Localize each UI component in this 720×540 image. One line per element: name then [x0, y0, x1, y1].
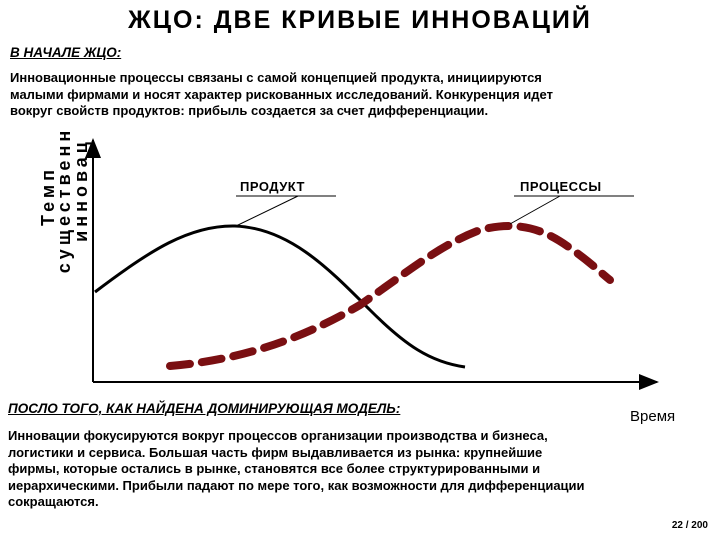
slide-title: ЖЦО: ДВЕ КРИВЫЕ ИННОВАЦИЙ [128, 6, 592, 34]
paragraph: Инновационные процессы связаны с самой к… [10, 70, 553, 120]
text-line: малыми фирмами и носят характер рискован… [10, 86, 553, 102]
section-heading: ПОСЛО ТОГО, КАК НАЙДЕНА ДОМИНИРУЮЩАЯ МОД… [8, 401, 401, 416]
section-heading: В НАЧАЛЕ ЖЦО: [10, 45, 122, 60]
y-axis-label: существенн [54, 127, 74, 273]
page-number: 22 / 200 [672, 520, 709, 531]
curve-label: ПРОДУКТ [240, 179, 305, 194]
text-line: сокращаются. [8, 494, 99, 509]
leader-line [509, 195, 561, 225]
process-curve [166, 222, 614, 370]
y-axis-label: инновац [71, 138, 91, 242]
x-axis-label: Время [630, 408, 675, 425]
text-line: Инновации фокусируются вокруг процессов … [8, 428, 548, 443]
paragraph: Инновации фокусируются вокруг процессов … [8, 428, 585, 511]
text-line: логистики и сервиса. Большая часть фирм … [8, 444, 543, 460]
text-line: иерархическими. Прибыли падают по мере т… [8, 477, 585, 493]
text-line: фирмы, которые остались в рынке, становя… [8, 461, 541, 476]
product-curve [94, 224, 466, 369]
text-line: вокруг свойств продуктов: прибыль создае… [10, 103, 489, 118]
y-axis-label: Темп [38, 166, 58, 226]
leader-line [235, 195, 299, 227]
text-line: Инновационные процессы связаны с самой к… [10, 70, 542, 85]
curve-label: ПРОЦЕССЫ [520, 179, 602, 194]
